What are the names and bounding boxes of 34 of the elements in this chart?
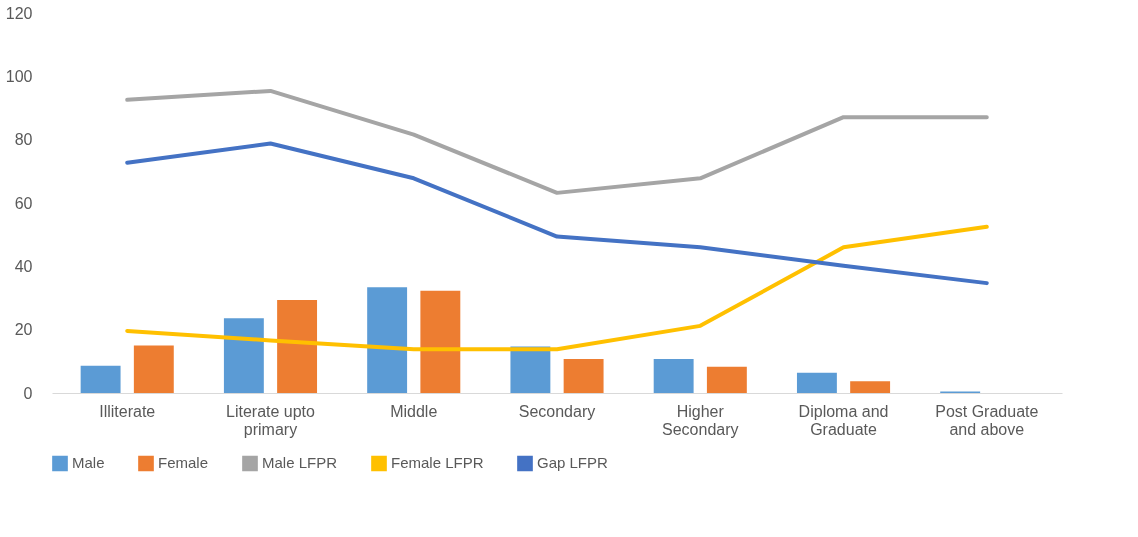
bar bbox=[133, 345, 174, 393]
y-tick-label: 60 bbox=[14, 194, 33, 212]
bar bbox=[796, 372, 837, 393]
bar bbox=[223, 318, 264, 393]
x-tick-label: Middle bbox=[390, 402, 438, 420]
x-tick-label: Post Graduate and above bbox=[935, 402, 1039, 438]
x-tick-label: Higher Secondary bbox=[662, 402, 739, 438]
x-tick-label: Illiterate bbox=[99, 402, 156, 420]
legend-label: Female bbox=[158, 454, 209, 472]
y-tick-label: 100 bbox=[5, 67, 33, 85]
legend-label: Female LFPR bbox=[391, 454, 484, 472]
bar bbox=[563, 359, 604, 393]
bar bbox=[653, 359, 694, 393]
bar bbox=[706, 366, 747, 393]
legend-label: Male LFPR bbox=[262, 454, 338, 472]
x-tick-label: Secondary bbox=[518, 402, 596, 420]
bar bbox=[850, 381, 891, 393]
bar bbox=[510, 346, 551, 393]
x-tick-label: Diploma and Graduate bbox=[798, 402, 889, 438]
legend-label: Male bbox=[72, 454, 105, 472]
y-tick-label: 120 bbox=[5, 4, 33, 22]
y-tick-label: 80 bbox=[14, 131, 33, 149]
line-series bbox=[125, 224, 989, 352]
legend-label: Gap LFPR bbox=[537, 454, 609, 472]
y-tick-label: 40 bbox=[14, 257, 33, 275]
bar bbox=[367, 287, 408, 393]
bar bbox=[420, 290, 461, 393]
bar bbox=[80, 365, 121, 393]
x-tick-label: Literate upto primary bbox=[226, 402, 316, 438]
y-tick-label: 20 bbox=[14, 321, 33, 339]
line-series bbox=[125, 141, 989, 286]
bar bbox=[277, 299, 318, 393]
line-series bbox=[125, 88, 989, 195]
y-tick-label: 0 bbox=[23, 384, 33, 402]
